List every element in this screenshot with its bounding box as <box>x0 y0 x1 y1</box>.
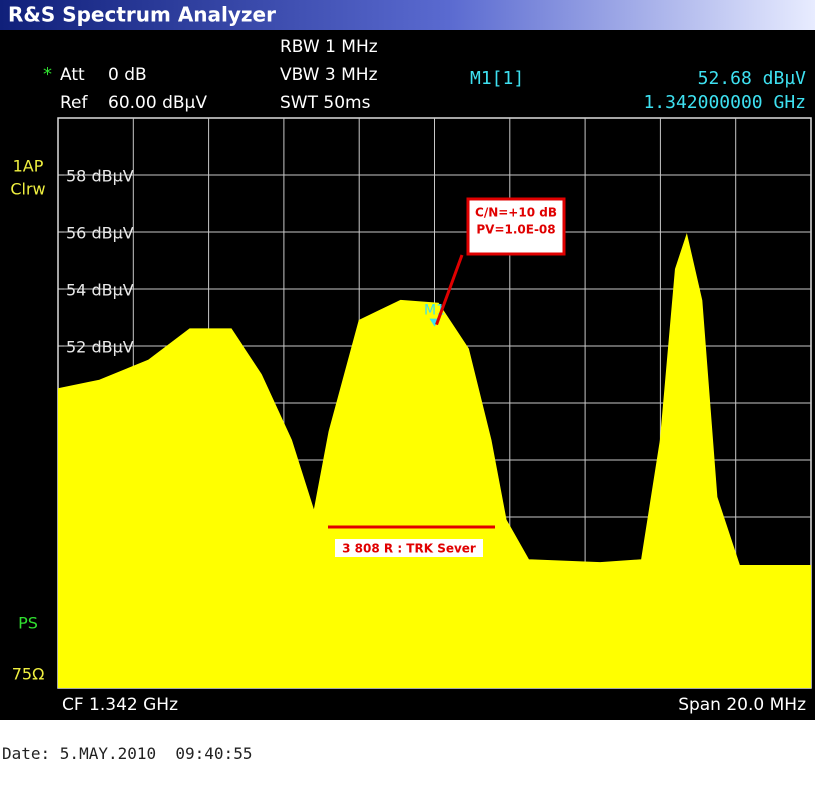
marker-level: 52.68 dBµV <box>698 68 807 89</box>
att-value: 0 dB <box>108 65 147 85</box>
y-tick-label: 54 dBµV <box>66 281 134 300</box>
y-tick-label: 52 dBµV <box>66 338 134 357</box>
annotation-text: C/N=+10 dB <box>475 206 557 220</box>
ref-label: Ref <box>60 93 89 113</box>
swt: SWT 50ms <box>280 93 371 113</box>
ps-label: PS <box>18 614 38 633</box>
att-label: Att <box>60 65 85 85</box>
ref-value: 60.00 dBµV <box>108 93 207 113</box>
trace-mode: Clrw <box>10 180 45 199</box>
title: R&S Spectrum Analyzer <box>8 3 276 27</box>
impedance-label: 75Ω <box>12 665 45 684</box>
annotation-box <box>466 197 566 256</box>
trace-layer <box>58 232 811 688</box>
att-star: * <box>43 64 52 85</box>
date: Date: 5.MAY.2010 09:40:55 <box>2 744 253 763</box>
rbw: RBW 1 MHz <box>280 37 378 57</box>
span: Span 20.0 MHz <box>678 695 806 715</box>
vbw: VBW 3 MHz <box>280 65 378 85</box>
title-bar <box>0 0 815 30</box>
band-label: 3 808 R : TRK Sever <box>342 542 476 556</box>
y-tick-label: 56 dBµV <box>66 224 134 243</box>
analyzer-screen: R&S Spectrum Analyzer * Att 0 dB Ref 60.… <box>0 0 815 720</box>
marker-name: M1[1] <box>470 68 524 89</box>
trace-label: 1AP <box>13 157 44 176</box>
annotation-text: PV=1.0E-08 <box>476 223 555 237</box>
y-tick-label: 58 dBµV <box>66 167 134 186</box>
center-frequency: CF 1.342 GHz <box>62 695 178 715</box>
annotation-pointer <box>435 254 464 326</box>
marker-frequency: 1.342000000 GHz <box>643 92 806 113</box>
band-label-box <box>335 539 483 557</box>
spectrum-trace <box>58 232 811 688</box>
